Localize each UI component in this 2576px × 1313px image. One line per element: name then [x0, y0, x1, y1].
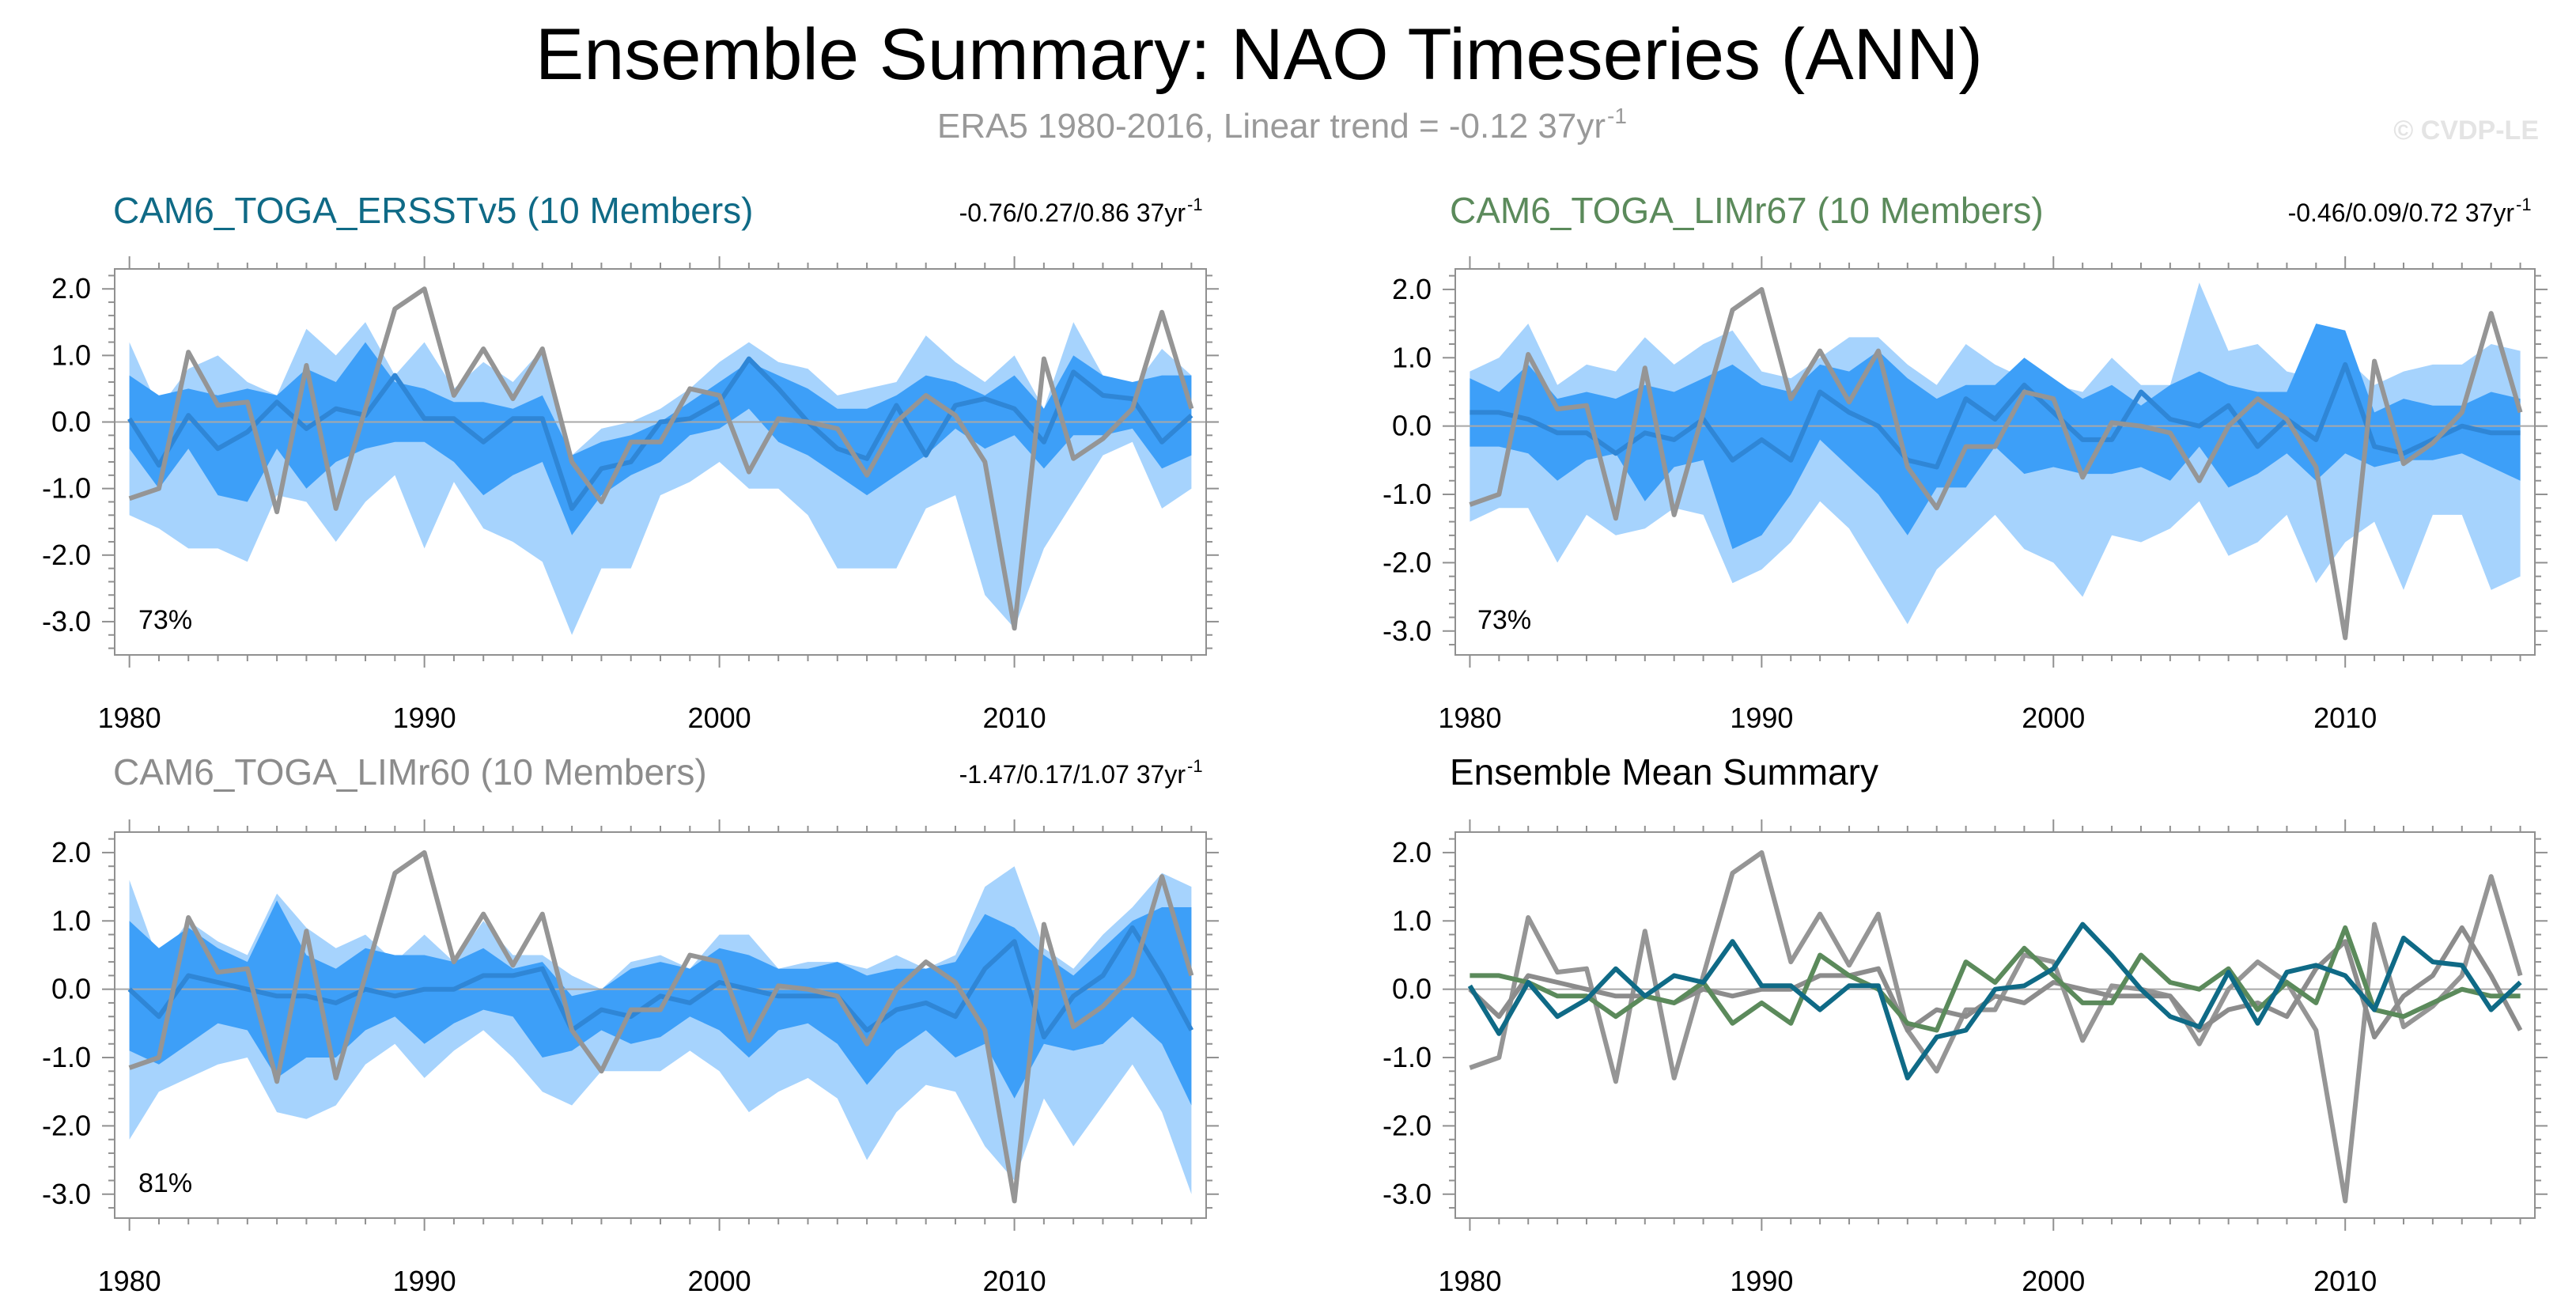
copyright-label: © CVDP-LE — [2393, 115, 2539, 146]
panel-range-superscript: -1 — [1187, 195, 1203, 214]
y-tick-label: -2.0 — [1383, 1109, 1432, 1141]
ensemble-mean-line — [1470, 361, 2521, 470]
percent-label: 73% — [1477, 605, 1531, 635]
panel-title: CAM6_TOGA_LIMr67 (10 Members) — [1450, 190, 2044, 231]
x-tick-label: 1980 — [98, 702, 161, 734]
y-tick-label: -3.0 — [1383, 1178, 1432, 1210]
figure-title: Ensemble Summary: NAO Timeseries (ANN) — [535, 14, 1983, 95]
y-tick-label: 0.0 — [51, 973, 91, 1005]
y-tick-label: 0.0 — [51, 406, 91, 438]
chart-panel-2: CAM6_TOGA_LIMr67 (10 Members) -0.46/0.09/… — [1383, 190, 2548, 734]
figure-subtitle-superscript: -1 — [1607, 104, 1627, 128]
y-tick-label: -2.0 — [1383, 546, 1432, 578]
y-tick-label: 1.0 — [1392, 341, 1432, 373]
observed-line — [128, 849, 1194, 1204]
y-tick-label: -1.0 — [1383, 478, 1432, 510]
y-tick-label: 2.0 — [1392, 836, 1432, 868]
x-tick-label: 1990 — [1730, 1265, 1793, 1297]
panel-title: Ensemble Mean Summary — [1450, 751, 1878, 793]
panel-range-label: -1.47/0.17/1.07 37yr — [959, 760, 1186, 789]
x-tick-label: 2010 — [2313, 1265, 2377, 1297]
x-tick-label: 1980 — [98, 1265, 161, 1297]
percent-label: 81% — [138, 1168, 192, 1198]
ensemble-mean-line — [127, 925, 1194, 1040]
x-tick-label: 1990 — [393, 1265, 456, 1297]
panel-range-superscript: -1 — [1187, 756, 1203, 776]
observed-line — [1469, 849, 2523, 1204]
ensemble-mean-line-3 — [1467, 921, 2522, 1080]
chart-panel-3: CAM6_TOGA_LIMr60 (10 Members) -1.47/0.17/… — [42, 751, 1219, 1297]
y-tick-label: 1.0 — [51, 904, 91, 937]
panel-range-superscript: -1 — [2516, 195, 2532, 214]
y-tick-label: 1.0 — [1392, 904, 1432, 937]
panel-title: CAM6_TOGA_LIMr60 (10 Members) — [113, 751, 707, 793]
y-tick-label: -1.0 — [42, 1041, 91, 1073]
panel-title: CAM6_TOGA_ERSSTv5 (10 Members) — [113, 190, 754, 231]
panel-range-label: -0.76/0.27/0.86 37yr — [959, 199, 1186, 227]
figure-subtitle: ERA5 1980-2016, Linear trend = -0.12 37y… — [937, 107, 1606, 146]
y-tick-label: 2.0 — [1392, 273, 1432, 305]
inner-spread-band — [1470, 324, 2521, 550]
y-tick-label: -3.0 — [1383, 615, 1432, 647]
x-tick-label: 2000 — [688, 1265, 751, 1297]
x-tick-label: 2000 — [2022, 702, 2085, 734]
x-tick-label: 2010 — [2313, 702, 2377, 734]
y-tick-label: -2.0 — [42, 539, 91, 571]
x-tick-label: 2000 — [2022, 1265, 2085, 1297]
chart-panel-1: CAM6_TOGA_ERSSTv5 (10 Members) -0.76/0.27… — [42, 190, 1219, 734]
x-tick-label: 2010 — [983, 702, 1046, 734]
percent-label: 73% — [138, 605, 192, 635]
chart-panel-4: Ensemble Mean Summary 2.0 1.0 0.0 -1.0 -2.0 -3… — [1383, 751, 2548, 1297]
y-tick-label: 0.0 — [1392, 410, 1432, 442]
y-tick-label: -1.0 — [42, 472, 91, 505]
y-tick-label: -3.0 — [42, 1178, 91, 1210]
y-tick-label: 0.0 — [1392, 973, 1432, 1005]
inner-spread-band — [129, 900, 1192, 1106]
x-tick-label: 1990 — [1730, 702, 1793, 734]
y-tick-label: -1.0 — [1383, 1041, 1432, 1073]
y-tick-label: -2.0 — [42, 1109, 91, 1141]
x-tick-label: 1980 — [1438, 1265, 1501, 1297]
y-tick-label: 2.0 — [51, 836, 91, 868]
observed-line — [1469, 286, 2523, 641]
x-tick-label: 2000 — [688, 702, 751, 734]
y-tick-label: 2.0 — [51, 272, 91, 305]
ensemble-mean-line — [127, 356, 1193, 511]
observed-line — [128, 286, 1194, 631]
panel-range-label: -0.46/0.09/0.72 37yr — [2288, 199, 2515, 227]
y-tick-label: 1.0 — [51, 339, 91, 371]
y-tick-label: -3.0 — [42, 605, 91, 638]
x-tick-label: 1980 — [1438, 702, 1501, 734]
x-tick-label: 2010 — [983, 1265, 1046, 1297]
x-tick-label: 1990 — [393, 702, 456, 734]
